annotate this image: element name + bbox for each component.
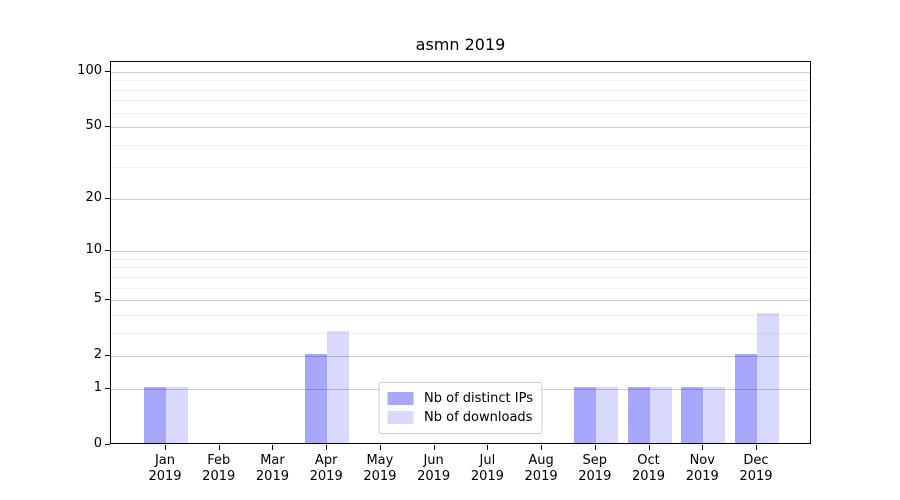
x-tick-label: Oct 2019	[631, 453, 666, 484]
bar-downloads	[166, 386, 188, 443]
x-tick	[648, 445, 650, 450]
y-tick-label: 20	[85, 189, 102, 205]
y-tick	[105, 299, 110, 301]
plot-area: Nb of distinct IPs Nb of downloads	[110, 61, 811, 444]
gridline-major	[111, 198, 810, 200]
gridline-minor	[111, 287, 810, 289]
gridline-minor	[111, 314, 810, 316]
x-tick	[272, 445, 274, 450]
bar-downloads	[757, 312, 779, 443]
gridline-minor	[111, 276, 810, 278]
x-tick	[433, 445, 435, 450]
chart-title: asmn 2019	[415, 35, 506, 54]
x-tick-label: Jul 2019	[470, 453, 504, 484]
x-tick	[541, 445, 543, 450]
bar-downloads	[649, 386, 672, 443]
bar-downloads	[595, 386, 618, 443]
y-tick-label: 5	[93, 291, 102, 307]
gridline-major	[111, 71, 810, 73]
y-tick	[105, 355, 110, 357]
gridline-minor	[111, 89, 810, 91]
x-tick-label: Jun 2019	[417, 453, 451, 484]
y-tick	[105, 197, 110, 199]
gridline-minor	[111, 80, 810, 82]
legend-label-distinct-ips: Nb of distinct IPs	[424, 390, 533, 406]
gridline-minor	[111, 258, 810, 260]
y-tick	[105, 126, 110, 128]
x-tick	[165, 445, 166, 450]
x-tick	[594, 445, 596, 450]
x-tick-label: Nov 2019	[685, 453, 719, 484]
gridline-major	[111, 127, 810, 129]
bar-distinct-ips	[627, 386, 650, 443]
x-tick	[756, 445, 757, 450]
y-tick	[105, 70, 110, 72]
y-tick-label: 10	[85, 242, 102, 258]
x-tick-label: Mar 2019	[255, 453, 289, 484]
bar-distinct-ips	[681, 386, 704, 443]
bar-distinct-ips	[573, 386, 596, 443]
gridline-minor	[111, 100, 810, 102]
gridline-minor	[111, 144, 810, 146]
y-tick-label: 1	[93, 379, 102, 395]
x-tick-label: Apr 2019	[309, 453, 343, 484]
x-tick-label: Feb 2019	[202, 453, 236, 484]
legend: Nb of distinct IPs Nb of downloads	[378, 382, 543, 434]
gridline-major	[111, 300, 810, 302]
y-tick	[105, 444, 110, 445]
x-tick-label: Sep 2019	[578, 453, 612, 484]
legend-swatch-distinct-ips	[387, 392, 414, 405]
legend-entry-downloads: Nb of downloads	[387, 408, 533, 427]
x-tick	[487, 445, 489, 450]
legend-swatch-downloads	[387, 411, 414, 424]
legend-label-downloads: Nb of downloads	[424, 409, 533, 425]
x-tick	[702, 445, 704, 450]
x-tick-label: Dec 2019	[739, 453, 773, 484]
y-tick-label: 50	[85, 118, 102, 134]
x-tick-label: Aug 2019	[524, 453, 558, 484]
bar-downloads	[703, 386, 726, 443]
x-tick-label: May 2019	[363, 453, 397, 484]
y-tick	[105, 250, 110, 252]
y-tick	[105, 387, 110, 389]
bar-distinct-ips	[144, 386, 166, 443]
y-tick-label: 0	[93, 436, 102, 451]
gridline-major	[111, 251, 810, 253]
x-tick-label: Jan 2019	[148, 453, 182, 484]
y-tick-label: 2	[93, 347, 102, 363]
gridline-major	[111, 356, 810, 358]
bar-distinct-ips	[735, 354, 757, 443]
gridline-minor	[111, 332, 810, 334]
y-tick-label: 100	[77, 62, 102, 78]
legend-entry-distinct-ips: Nb of distinct IPs	[387, 389, 533, 408]
x-tick	[379, 445, 381, 450]
x-tick	[218, 445, 220, 450]
x-tick	[326, 445, 328, 450]
gridline-minor	[111, 167, 810, 169]
bar-downloads	[327, 330, 350, 443]
gridline-minor	[111, 267, 810, 269]
gridline-minor	[111, 112, 810, 114]
bar-distinct-ips	[305, 354, 328, 443]
